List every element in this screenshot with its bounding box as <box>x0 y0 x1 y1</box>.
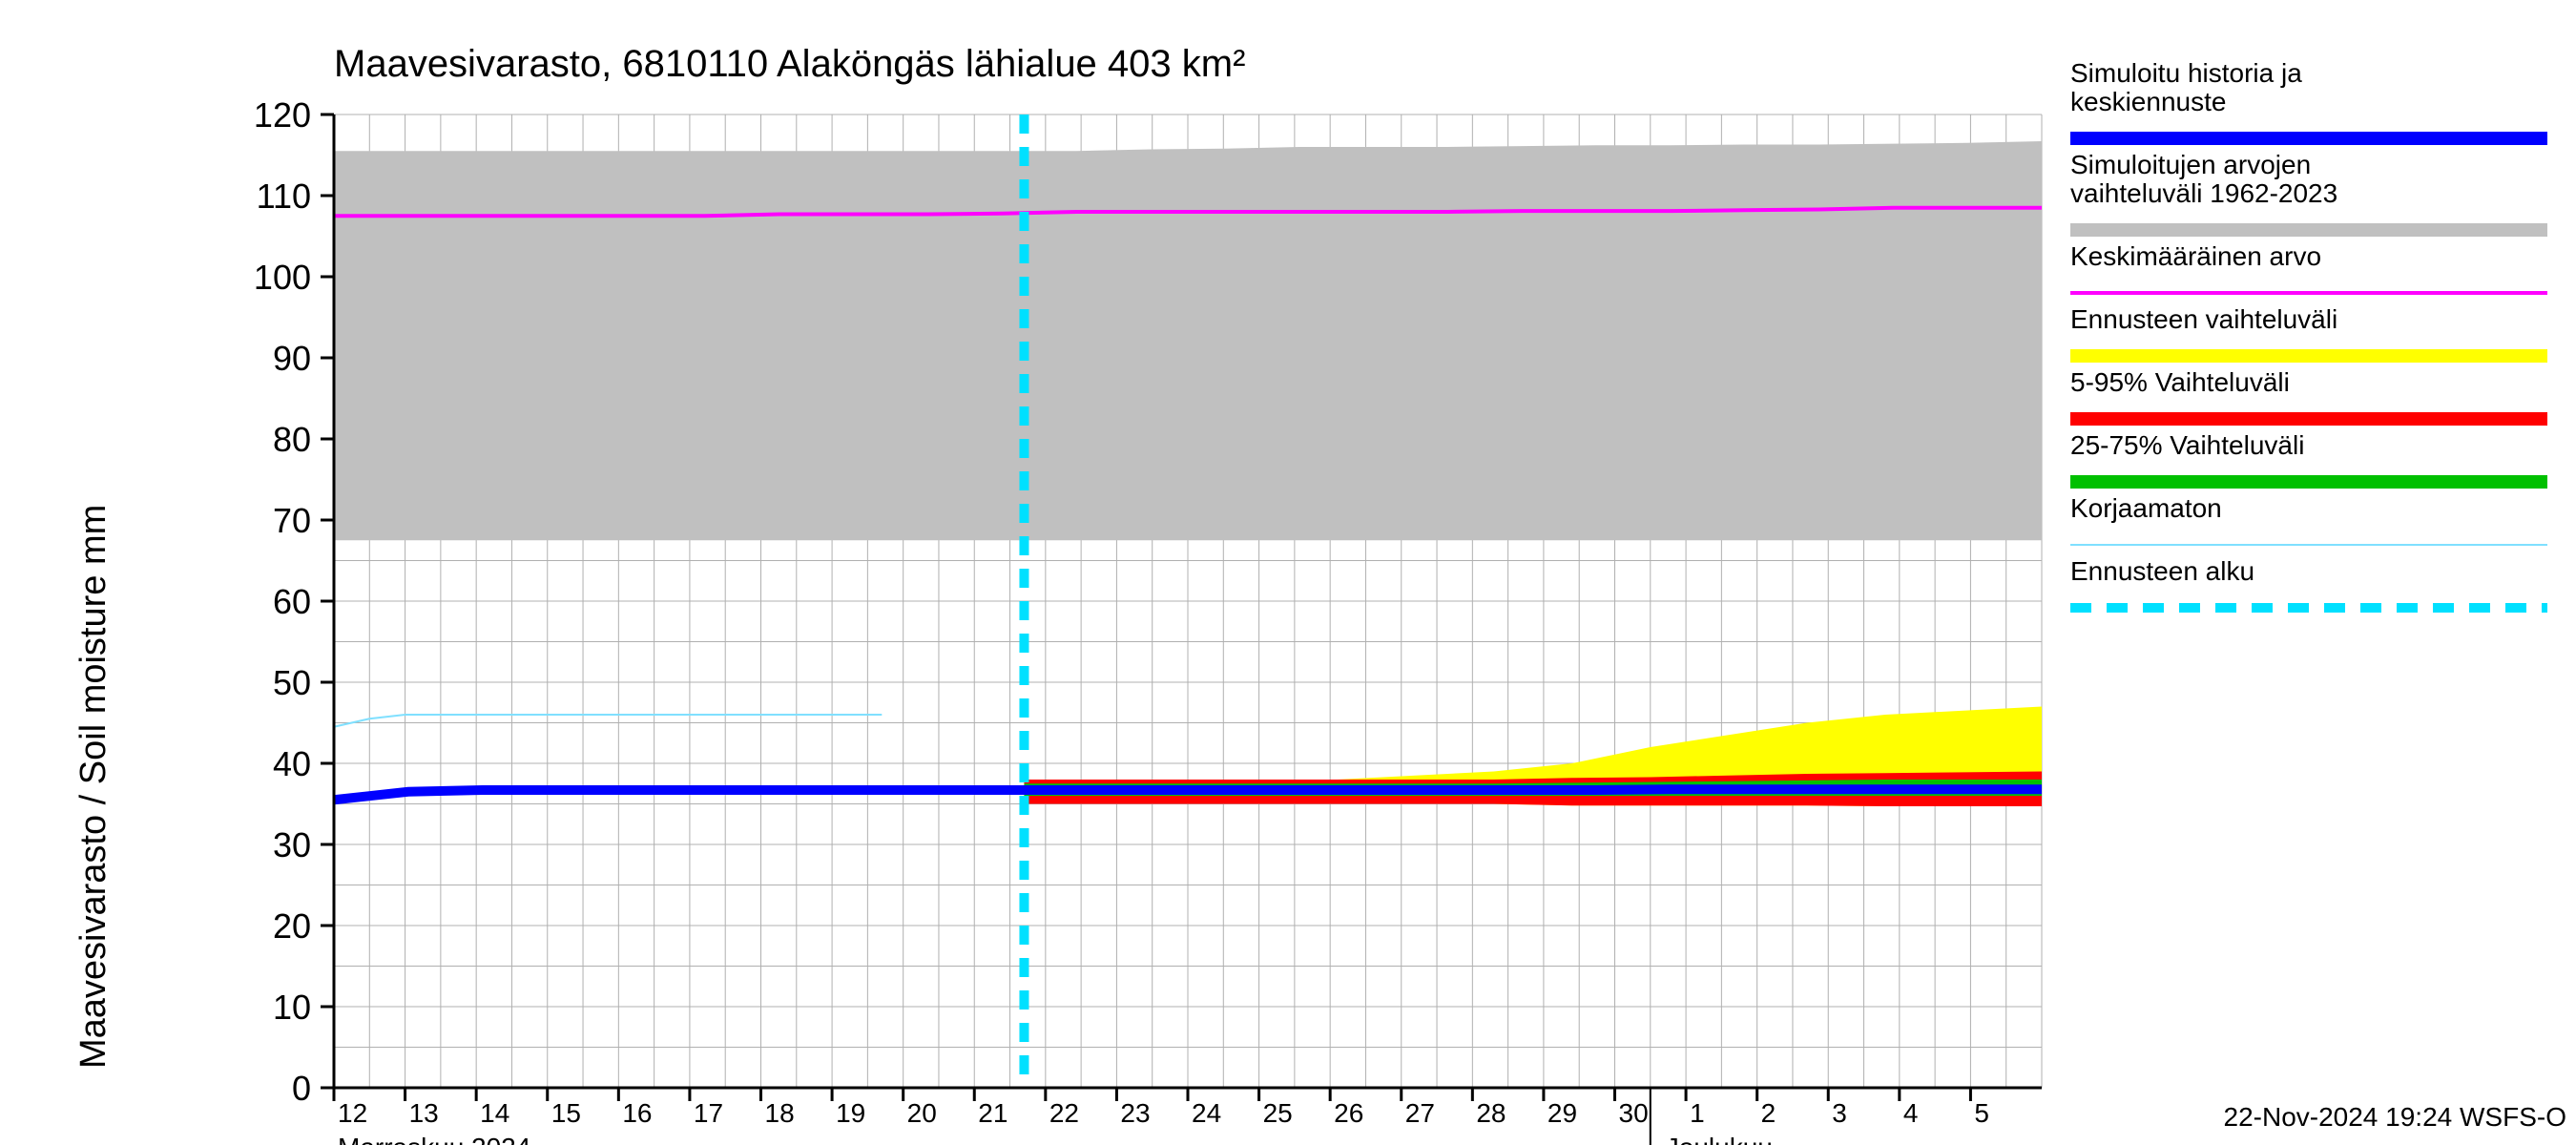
x-tick-label: 24 <box>1192 1098 1221 1128</box>
legend-swatch <box>2070 132 2547 145</box>
y-tick-label: 80 <box>273 420 311 459</box>
x-tick-label: 23 <box>1120 1098 1150 1128</box>
y-tick-label: 20 <box>273 906 311 946</box>
legend-label: Simuloitu historia ja <box>2070 58 2302 88</box>
x-tick-label: 14 <box>480 1098 509 1128</box>
legend-swatch <box>2070 475 2547 489</box>
legend-label: vaihteluväli 1962-2023 <box>2070 178 2337 208</box>
chart-title: Maavesivarasto, 6810110 Alaköngäs lähial… <box>334 43 1245 85</box>
x-tick-label: 22 <box>1049 1098 1079 1128</box>
y-tick-label: 90 <box>273 339 311 378</box>
y-tick-label: 100 <box>254 258 311 297</box>
legend-label: Ennusteen alku <box>2070 556 2254 586</box>
y-tick-label: 50 <box>273 663 311 702</box>
y-tick-label: 0 <box>292 1069 311 1108</box>
x-tick-label: 29 <box>1548 1098 1577 1128</box>
x-tick-label: 26 <box>1334 1098 1363 1128</box>
y-axis-label: Maavesivarasto / Soil moisture mm <box>73 505 114 1069</box>
hist-range-band <box>334 141 2042 540</box>
y-tick-label: 60 <box>273 582 311 621</box>
x-tick-label: 15 <box>551 1098 581 1128</box>
legend-label: Korjaamaton <box>2070 493 2222 523</box>
x-tick-label: 27 <box>1405 1098 1435 1128</box>
x-tick-label: 21 <box>978 1098 1008 1128</box>
month1-fi: Marraskuu 2024 <box>338 1133 530 1145</box>
x-tick-label: 16 <box>622 1098 652 1128</box>
y-tick-label: 110 <box>257 177 311 216</box>
legend-swatch <box>2070 412 2547 426</box>
x-tick-label: 4 <box>1903 1098 1919 1128</box>
x-tick-label: 12 <box>338 1098 367 1128</box>
legend-label: 25-75% Vaihteluväli <box>2070 430 2304 460</box>
x-tick-label: 1 <box>1690 1098 1705 1128</box>
chart-svg: 0102030405060708090100110120121314151617… <box>0 0 2576 1145</box>
y-tick-label: 30 <box>273 825 311 864</box>
soil-moisture-chart: 0102030405060708090100110120121314151617… <box>0 0 2576 1145</box>
x-tick-label: 13 <box>409 1098 439 1128</box>
legend-label: Keskimääräinen arvo <box>2070 241 2321 271</box>
y-tick-label: 10 <box>273 988 311 1027</box>
x-tick-label: 30 <box>1619 1098 1649 1128</box>
x-tick-label: 5 <box>1974 1098 1989 1128</box>
x-tick-label: 18 <box>765 1098 795 1128</box>
chart-footer: 22-Nov-2024 19:24 WSFS-O <box>2224 1102 2567 1132</box>
legend-label: keskiennuste <box>2070 87 2226 116</box>
x-tick-label: 17 <box>694 1098 723 1128</box>
x-tick-label: 19 <box>836 1098 865 1128</box>
x-tick-label: 2 <box>1761 1098 1776 1128</box>
legend-label: Simuloitujen arvojen <box>2070 150 2311 179</box>
legend-swatch <box>2070 349 2547 363</box>
legend-label: 5-95% Vaihteluväli <box>2070 367 2290 397</box>
y-tick-label: 120 <box>254 95 311 135</box>
x-tick-label: 28 <box>1476 1098 1506 1128</box>
legend-label: Ennusteen vaihteluväli <box>2070 304 2337 334</box>
x-tick-label: 25 <box>1263 1098 1293 1128</box>
y-tick-label: 70 <box>273 501 311 540</box>
y-tick-label: 40 <box>273 744 311 783</box>
x-tick-label: 20 <box>907 1098 937 1128</box>
legend-swatch <box>2070 223 2547 237</box>
x-tick-label: 3 <box>1832 1098 1847 1128</box>
month2-fi: Joulukuu <box>1666 1133 1773 1145</box>
